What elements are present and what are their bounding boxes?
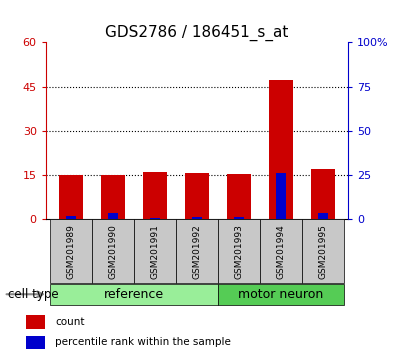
Text: GSM201992: GSM201992 <box>193 224 201 279</box>
FancyBboxPatch shape <box>302 219 344 283</box>
Bar <box>143 172 166 219</box>
FancyBboxPatch shape <box>50 284 218 305</box>
Text: GSM201994: GSM201994 <box>277 224 285 279</box>
Bar <box>312 169 335 219</box>
FancyBboxPatch shape <box>218 284 344 305</box>
Bar <box>66 216 76 219</box>
Title: GDS2786 / 186451_s_at: GDS2786 / 186451_s_at <box>105 25 289 41</box>
Bar <box>228 174 251 219</box>
Bar <box>192 217 202 219</box>
FancyBboxPatch shape <box>50 219 92 283</box>
Bar <box>108 213 118 219</box>
Text: reference: reference <box>104 288 164 301</box>
Bar <box>185 173 209 219</box>
Bar <box>59 175 82 219</box>
Text: GSM201989: GSM201989 <box>66 224 76 279</box>
Text: cell type: cell type <box>8 288 59 301</box>
Text: count: count <box>55 317 84 327</box>
Text: motor neuron: motor neuron <box>238 288 324 301</box>
FancyBboxPatch shape <box>260 219 302 283</box>
FancyBboxPatch shape <box>134 219 176 283</box>
FancyBboxPatch shape <box>218 219 260 283</box>
Bar <box>276 173 286 219</box>
Text: percentile rank within the sample: percentile rank within the sample <box>55 337 231 348</box>
Bar <box>26 336 45 349</box>
Bar <box>234 217 244 219</box>
Bar <box>269 80 293 219</box>
Text: GSM201990: GSM201990 <box>109 224 117 279</box>
FancyBboxPatch shape <box>92 219 134 283</box>
Text: GSM201995: GSM201995 <box>318 224 328 279</box>
Text: GSM201991: GSM201991 <box>150 224 160 279</box>
Bar <box>150 218 160 219</box>
Bar <box>101 175 125 219</box>
Bar <box>26 315 45 329</box>
FancyBboxPatch shape <box>176 219 218 283</box>
Bar <box>318 213 328 219</box>
Text: GSM201993: GSM201993 <box>234 224 244 279</box>
